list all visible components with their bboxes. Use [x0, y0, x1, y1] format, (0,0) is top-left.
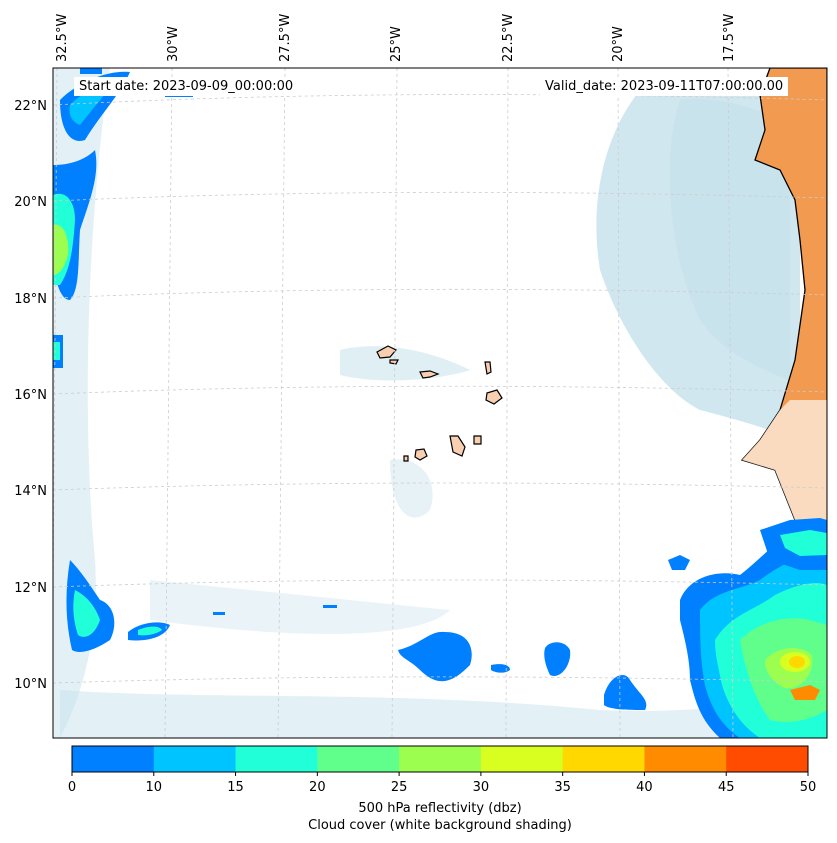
cloud-cover-shading	[53, 68, 827, 738]
refl-se-outer	[668, 555, 690, 570]
refl-small-1-in	[138, 626, 162, 636]
map-frame	[52, 67, 828, 739]
lat-label: 16°N	[14, 388, 47, 403]
island-fogo	[414, 448, 428, 461]
colorbar-segment	[480, 746, 564, 772]
colorbar-frame	[71, 745, 809, 773]
colorbar-ticks: 0 10 15 20 25 30 35 40 45 50	[68, 772, 816, 795]
meridian-25w	[391, 68, 398, 738]
island-santo-antao	[376, 345, 397, 359]
island-maio	[473, 435, 482, 445]
colorbar-segment	[726, 746, 809, 772]
colorbar-subtitle: Cloud cover (white background shading)	[308, 818, 572, 833]
colorbar-title: 500 hPa reflectivity (dbz)	[358, 801, 522, 816]
lon-label: 25°W	[389, 26, 404, 62]
colorbar-tick-label: 50	[800, 780, 817, 795]
lat-label: 22°N	[14, 99, 47, 114]
refl-se-upper-teal	[780, 530, 827, 556]
lon-label: 17.5°W	[722, 14, 737, 62]
lon-label: 20°W	[611, 26, 626, 62]
colorbar-segment	[644, 746, 727, 772]
lon-label: 22.5°W	[501, 14, 516, 62]
refl-south-central-2	[491, 664, 510, 673]
valid-date-label: Valid_date: 2023-09-11T07:00:00.00	[540, 77, 789, 96]
refl-small-2	[213, 612, 225, 615]
colorbar-tick-label: 10	[146, 780, 163, 795]
refl-south-mid-2	[604, 675, 647, 710]
cape-verde-islands	[376, 345, 503, 462]
meridian-20w	[617, 68, 621, 738]
island-sal	[484, 361, 492, 375]
cloud-south-low	[150, 580, 450, 634]
refl-small-3	[323, 605, 337, 608]
island-brava	[403, 455, 409, 462]
meridian-30w	[164, 68, 173, 738]
lat-label: 10°N	[14, 677, 47, 692]
colorbar-segment	[235, 746, 318, 772]
graticule	[53, 68, 827, 738]
longitude-labels: 32.5°W 30°W 27.5°W 25°W 22.5°W 20°W 17.5…	[55, 14, 737, 62]
colorbar-segment	[399, 746, 482, 772]
lat-label: 20°N	[14, 195, 47, 210]
cloud-central	[340, 346, 470, 381]
cloud-east-inner	[669, 99, 790, 380]
island-sao-vicente	[389, 359, 399, 365]
colorbar-tick-label: 15	[227, 780, 244, 795]
refl-west-south-in	[73, 590, 100, 637]
colorbar-segment	[72, 746, 155, 772]
refl-west-north-3	[53, 224, 69, 275]
latitude-labels: 22°N 20°N 18°N 16°N 14°N 12°N 10°N	[14, 99, 47, 692]
island-sao-nicolau	[419, 370, 440, 379]
meridian-27-5w	[277, 68, 286, 738]
colorbar	[72, 746, 809, 772]
lat-label: 14°N	[14, 484, 47, 499]
refl-se-bottom-orange	[790, 685, 820, 700]
refl-south-mid	[544, 642, 571, 676]
cloud-mid-south	[390, 459, 433, 518]
colorbar-tick-label: 30	[473, 780, 490, 795]
island-santiago	[449, 435, 466, 457]
colorbar-segment	[317, 746, 400, 772]
colorbar-tick-label: 35	[554, 780, 571, 795]
colorbar-tick-label: 0	[68, 780, 76, 795]
refl-se-core-gold	[789, 656, 805, 668]
island-boa-vista	[485, 389, 503, 405]
refl-west-mid-in	[53, 342, 60, 360]
start-date-label: Start date: 2023-09-09_00:00:00	[74, 77, 299, 96]
colorbar-segment	[153, 746, 237, 772]
lon-label: 30°W	[166, 26, 181, 62]
cloud-south-band	[60, 690, 827, 738]
colorbar-tick-label: 45	[718, 780, 735, 795]
colorbar-segment	[562, 746, 645, 772]
lat-label: 12°N	[14, 581, 47, 596]
colorbar-tick-label: 25	[391, 780, 408, 795]
meridian-17-5w	[727, 68, 734, 738]
lon-label: 27.5°W	[278, 14, 293, 62]
lon-label: 32.5°W	[55, 14, 70, 62]
meridian-22-5w	[505, 68, 509, 738]
colorbar-tick-label: 40	[636, 780, 653, 795]
map-content	[53, 68, 827, 738]
colorbar-tick-label: 20	[309, 780, 326, 795]
refl-nw-tab	[80, 68, 102, 74]
refl-south-central	[398, 631, 472, 682]
refl-nw-corner-in	[69, 87, 110, 125]
lat-label: 18°N	[14, 292, 47, 307]
